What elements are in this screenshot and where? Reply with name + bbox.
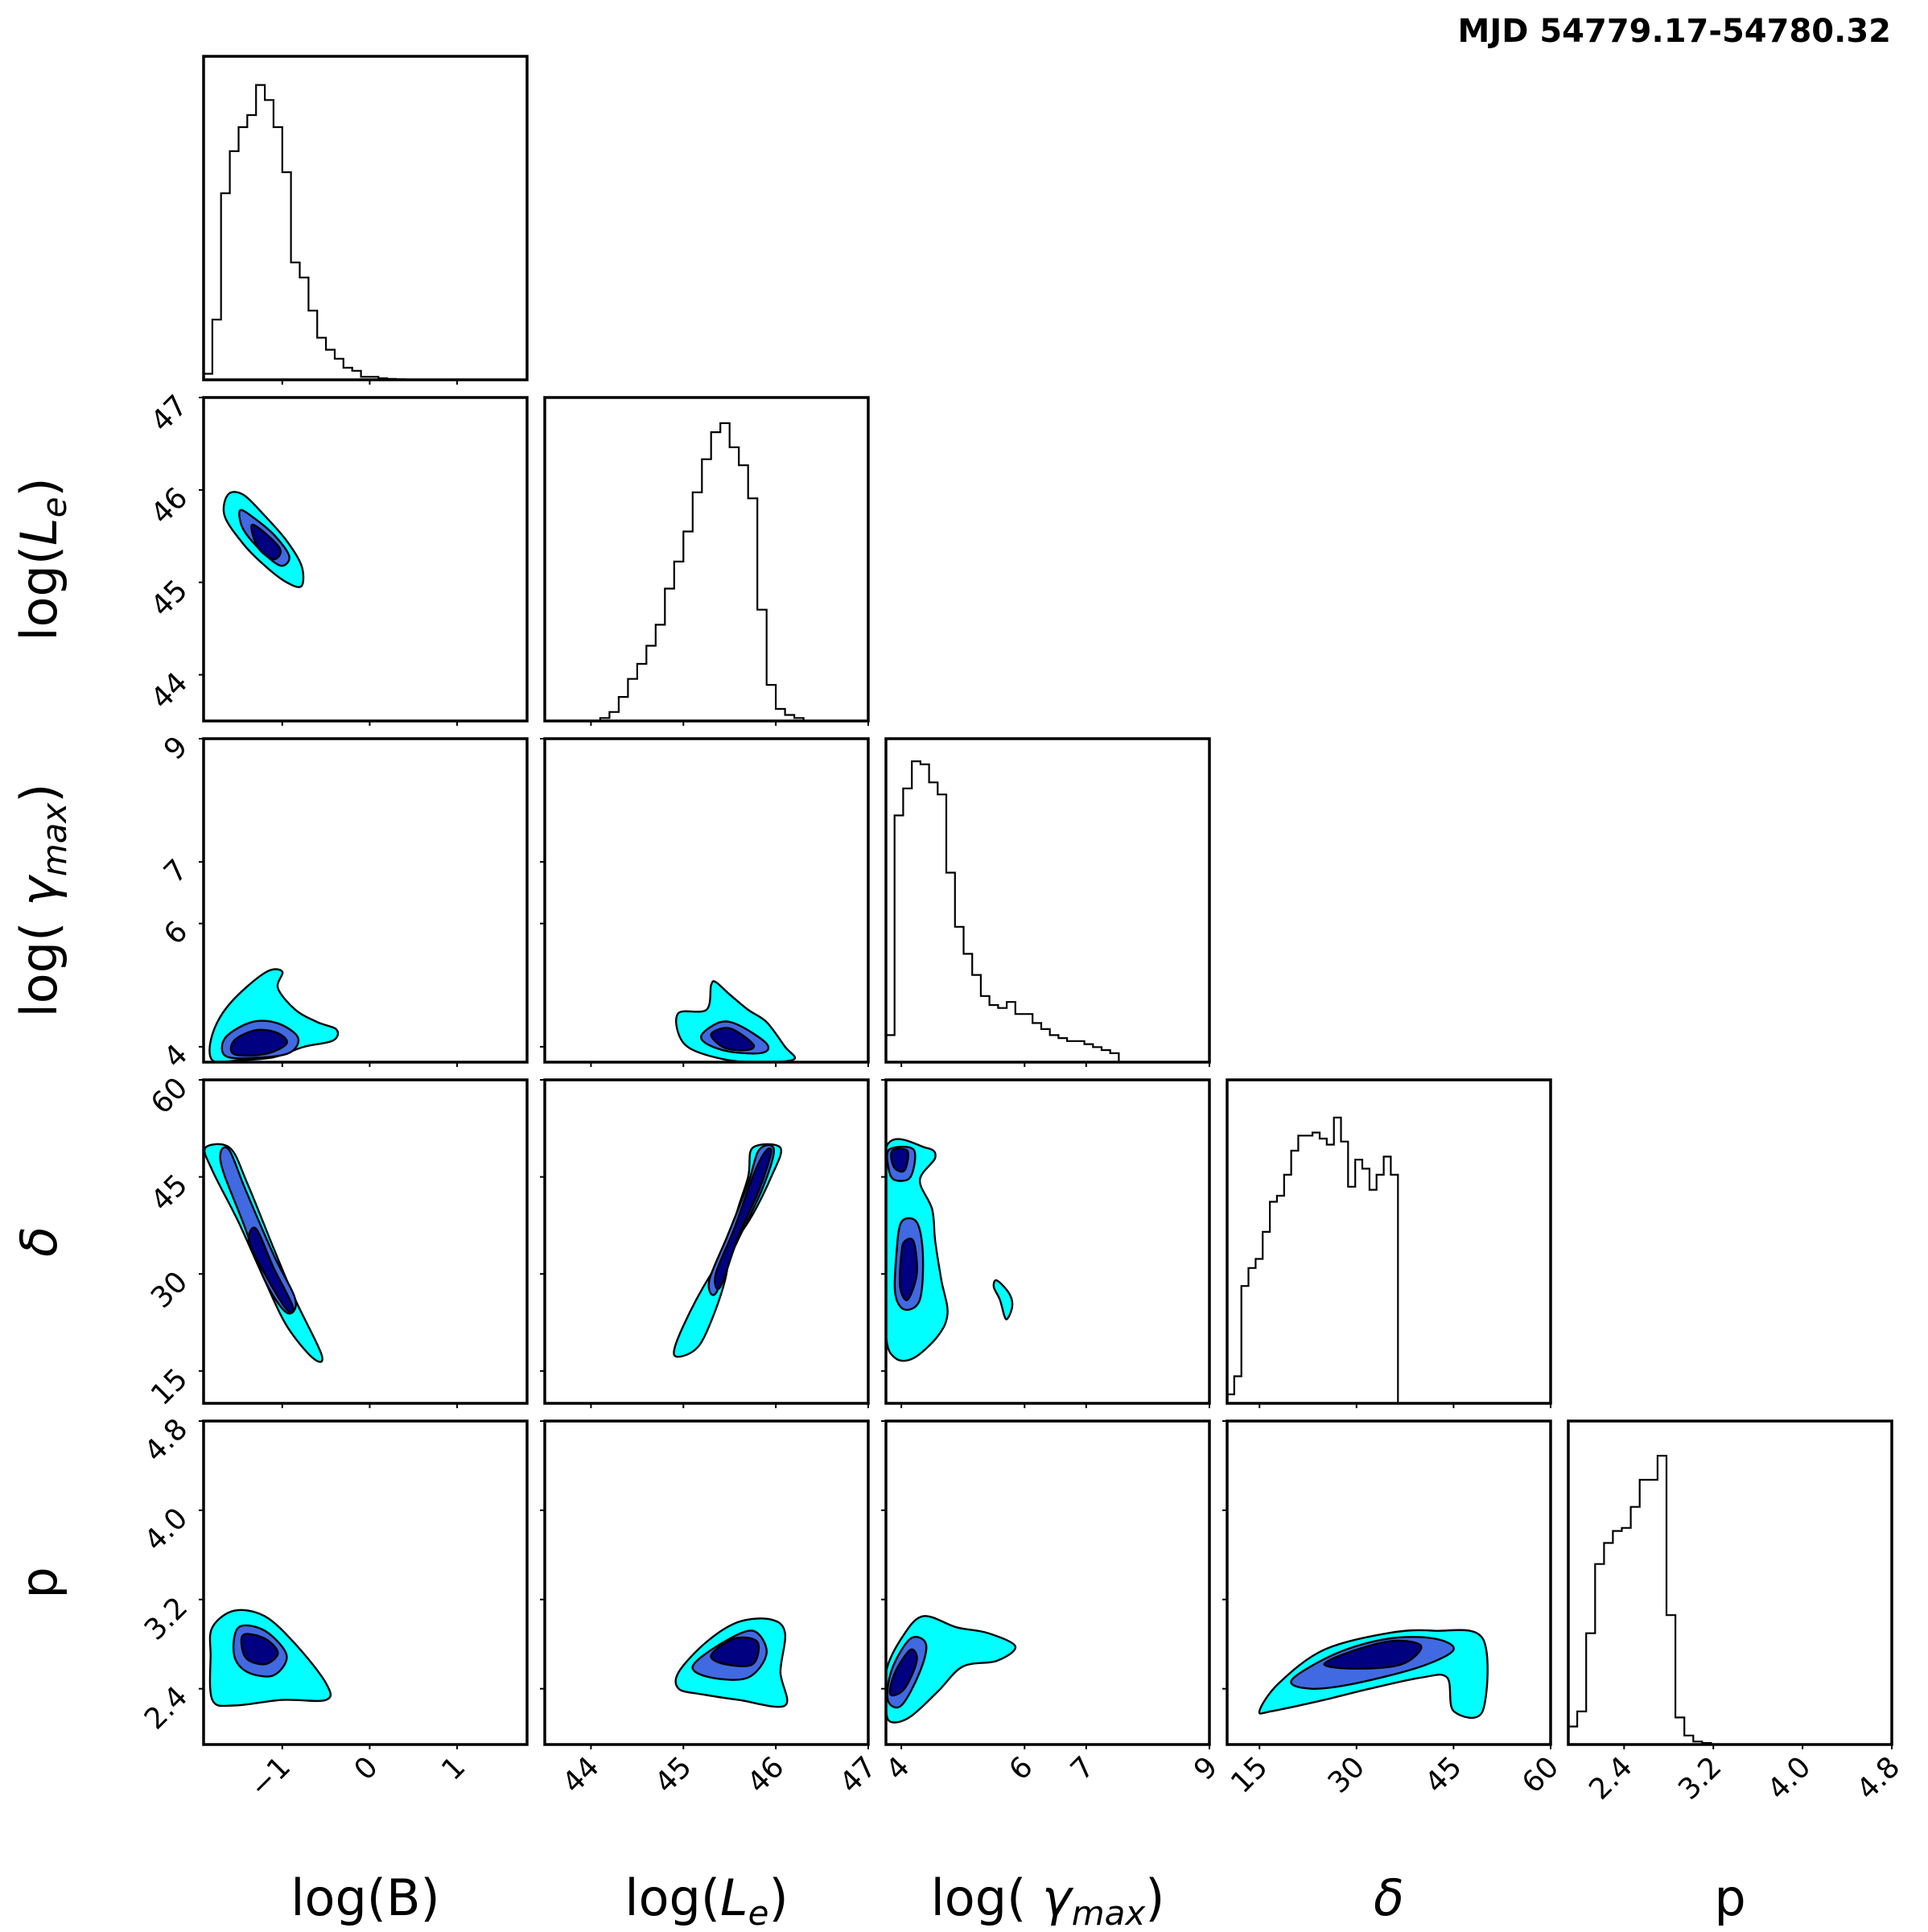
x-tick-label: 4 (880, 1750, 916, 1786)
panel-frame (543, 396, 870, 723)
x-tick-label: 30 (1322, 1750, 1371, 1799)
y-axis-label-Le: log(Le) (10, 477, 74, 641)
x-tick-label: 45 (1419, 1750, 1468, 1799)
plot-title: MJD 54779.17-54780.32 (1458, 13, 1891, 50)
panel-frame (884, 737, 1211, 1064)
panel-frame (202, 1078, 529, 1405)
panel-frame (202, 396, 529, 723)
contour-Le-gmax-2 (710, 1027, 756, 1052)
x-tick-label: 0 (348, 1750, 385, 1786)
panel-delta-hist (1226, 1078, 1552, 1408)
y-axis-label-gmax: log( γmax) (10, 784, 74, 1018)
contour-gmax-delta-4 (898, 1238, 918, 1302)
y-tick-label: 15 (145, 1362, 194, 1411)
panel-frame (884, 1419, 1211, 1746)
panel-frame (543, 1419, 870, 1746)
y-tick-label: 9 (158, 730, 194, 766)
y-tick-label: 2.4 (138, 1680, 194, 1736)
panel-B-hist (202, 55, 529, 385)
x-tick-label: 4.0 (1761, 1750, 1817, 1806)
panel-Le-vs-gmax (540, 737, 870, 1067)
y-tick-label: 3.2 (138, 1591, 194, 1646)
contour-B-p-2 (240, 1633, 279, 1666)
x-tick-label: 6 (1003, 1750, 1039, 1786)
x-tick-label: −1 (244, 1750, 298, 1804)
hist-B (204, 84, 414, 380)
panel-frame (884, 1078, 1211, 1405)
panel-frame (1226, 1419, 1552, 1746)
y-tick-label: 4.0 (138, 1502, 194, 1557)
panel-B-vs-gmax (199, 737, 529, 1067)
y-tick-label: 4.8 (138, 1412, 194, 1468)
panel-frame (1567, 1419, 1893, 1746)
panel-gmax-hist (884, 737, 1211, 1067)
panel-frame (543, 737, 870, 1064)
panel-B-vs-p (199, 1419, 529, 1749)
x-tick-label: 60 (1516, 1750, 1565, 1799)
contour-B-Le-2 (250, 523, 282, 561)
y-tick-label: 4 (158, 1038, 194, 1074)
panel-B-vs-delta (199, 1078, 529, 1408)
y-tick-label: 7 (158, 854, 194, 890)
x-axis-label-B: log(B) (290, 1868, 439, 1927)
x-axis-label-Le: log(Le) (624, 1868, 788, 1932)
x-tick-label: 47 (834, 1750, 883, 1799)
y-tick-label: 60 (145, 1071, 194, 1120)
x-tick-label: 7 (1065, 1750, 1101, 1786)
panel-frame (1226, 1078, 1552, 1405)
x-axis-label-p: p (1714, 1868, 1745, 1927)
x-tick-label: 9 (1188, 1750, 1224, 1786)
contour-gmax-p-2 (888, 1648, 918, 1697)
panel-Le-hist (543, 396, 870, 726)
y-tick-label: 45 (145, 574, 194, 623)
x-axis-label-gmax: log( γmax) (931, 1868, 1165, 1932)
hist-delta (1227, 1116, 1406, 1403)
panel-gmax-vs-delta (881, 1078, 1211, 1408)
panel-p-hist (1567, 1419, 1893, 1749)
y-axis-label-p: p (10, 1567, 68, 1598)
x-tick-label: 45 (649, 1750, 698, 1799)
contour-B-delta-2 (247, 1226, 295, 1314)
y-tick-label: 47 (145, 389, 194, 438)
x-tick-label: 1 (435, 1750, 472, 1786)
contour-B-gmax-2 (229, 1028, 288, 1057)
hist-p (1568, 1455, 1712, 1745)
panel-Le-vs-delta (540, 1078, 870, 1408)
y-tick-label: 45 (145, 1168, 194, 1217)
y-tick-label: 30 (145, 1266, 194, 1315)
contour-gmax-delta-3 (890, 1147, 909, 1173)
y-tick-label: 46 (145, 481, 194, 530)
panel-delta-vs-p (1222, 1419, 1552, 1749)
x-tick-label: 4.8 (1851, 1750, 1906, 1806)
x-axis-label-delta: δ (1374, 1868, 1404, 1927)
panel-frame (202, 55, 529, 381)
panels (199, 55, 1893, 1749)
x-tick-label: 46 (741, 1750, 790, 1799)
panel-gmax-vs-p (881, 1419, 1211, 1749)
panel-Le-vs-p (540, 1419, 870, 1749)
x-tick-label: 15 (1225, 1750, 1274, 1799)
panel-frame (202, 737, 529, 1064)
contour-delta-p-2 (1323, 1639, 1423, 1670)
panel-frame (202, 1419, 529, 1746)
contour-Le-delta-2 (714, 1147, 772, 1291)
y-tick-label: 44 (145, 666, 194, 715)
y-tick-label: 6 (158, 915, 194, 951)
x-tick-label: 2.4 (1583, 1750, 1638, 1806)
y-axis-label-delta: δ (10, 1226, 68, 1257)
contour-Le-p-2 (710, 1636, 760, 1667)
hist-Le (599, 422, 805, 721)
x-tick-label: 3.2 (1672, 1750, 1728, 1806)
hist-gmax (886, 760, 1120, 1062)
x-tick-label: 44 (556, 1750, 605, 1799)
panel-frame (543, 1078, 870, 1405)
panel-B-vs-Le (199, 396, 529, 726)
contour-gmax-delta-5 (992, 1279, 1014, 1320)
